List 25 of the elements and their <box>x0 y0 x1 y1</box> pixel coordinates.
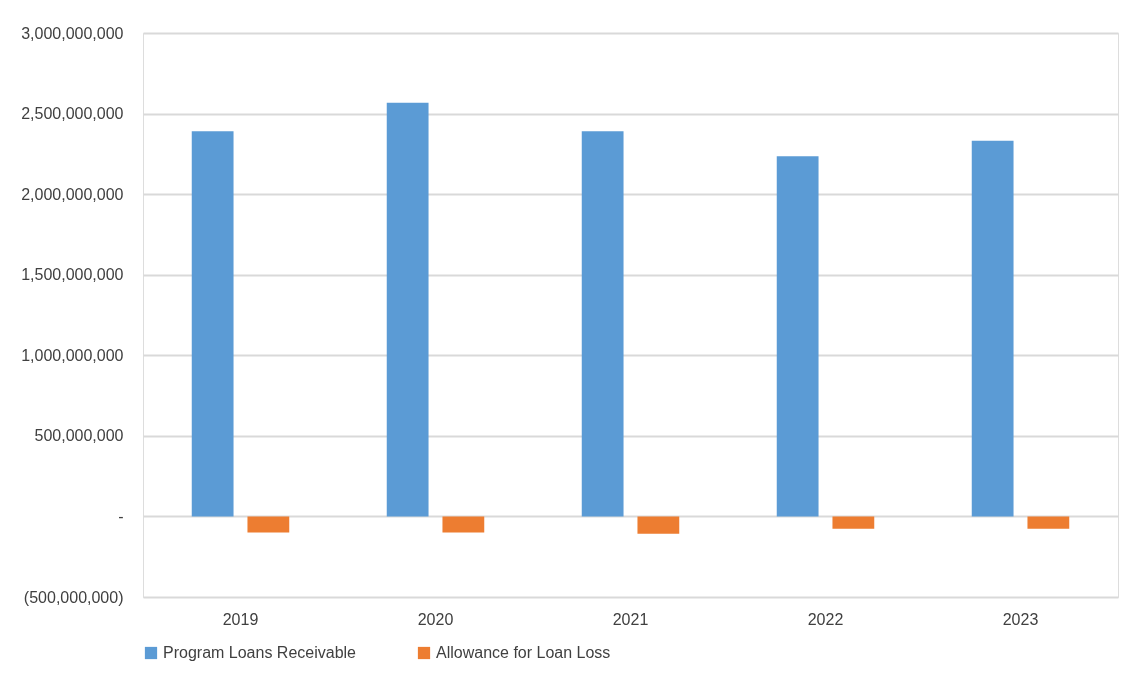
bar <box>971 140 1014 517</box>
bar <box>776 156 819 517</box>
bar <box>832 516 875 529</box>
bar <box>637 516 680 534</box>
bar <box>581 131 624 517</box>
y-tick-label: 1,000,000,000 <box>21 346 124 364</box>
bar <box>386 102 429 517</box>
x-tick-label: 2022 <box>807 610 844 628</box>
legend-label: Program Loans Receivable <box>163 644 357 661</box>
y-tick-label: 2,500,000,000 <box>21 105 124 123</box>
y-tick-label: (500,000,000) <box>23 588 124 606</box>
y-tick-label: 1,500,000,000 <box>21 266 124 284</box>
bar <box>191 131 234 517</box>
bar <box>247 516 290 533</box>
bar <box>1027 516 1070 529</box>
y-tick-label: 3,000,000,000 <box>21 24 124 42</box>
legend-label: Allowance for Loan Loss <box>436 644 611 661</box>
bar <box>442 516 485 533</box>
x-tick-label: 2021 <box>612 610 649 628</box>
y-tick-label: 500,000,000 <box>34 427 124 445</box>
y-tick-label: 2,000,000,000 <box>21 185 124 203</box>
x-tick-label: 2019 <box>222 610 259 628</box>
x-tick-label: 2020 <box>417 610 454 628</box>
y-tick-label: - <box>118 507 124 525</box>
x-tick-label: 2023 <box>1002 610 1039 628</box>
